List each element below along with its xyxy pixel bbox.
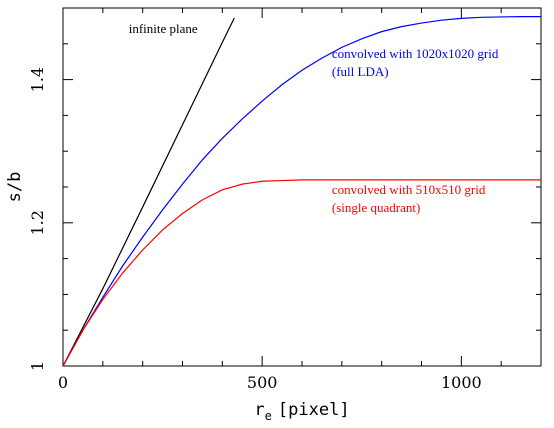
y-axis-title: s/b xyxy=(5,172,25,203)
annotation-single: convolved with 510x510 grid (single quadr… xyxy=(332,182,486,215)
plot-area: 0 500 1000 1 1.2 1.4 re [pixel] s/b infinite plan… xyxy=(5,7,542,423)
x-tick-label: 1000 xyxy=(441,373,482,392)
x-axis-title: re [pixel] xyxy=(254,400,349,423)
series-line-full xyxy=(63,15,541,366)
y-tick-label: 1 xyxy=(28,361,47,371)
annotation-full: convolved with 1020x1020 grid (full LDA) xyxy=(332,46,499,79)
annotation-infinite: infinite plane xyxy=(129,21,198,36)
y-tick-label: 1.4 xyxy=(28,67,47,92)
x-tick-label: 500 xyxy=(247,373,278,392)
x-tick-label: 0 xyxy=(58,373,68,392)
series-line-single xyxy=(63,179,541,366)
series-line-infinite xyxy=(63,17,235,366)
y-tick-label: 1.2 xyxy=(28,210,47,235)
